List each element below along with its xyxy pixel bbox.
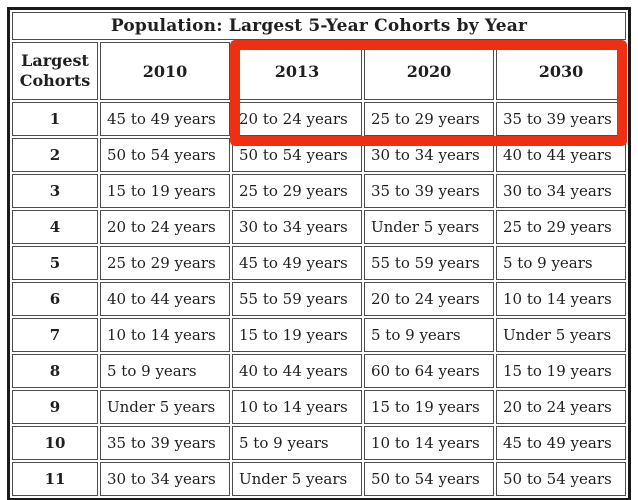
rank-cell: 4 — [12, 210, 98, 244]
table-row: 7 10 to 14 years 15 to 19 years 5 to 9 year… — [12, 318, 626, 352]
cohort-cell: 40 to 44 years — [232, 354, 362, 388]
cohort-cell: Under 5 years — [232, 462, 362, 496]
cohort-cell: 50 to 54 years — [496, 462, 626, 496]
table-wrap: Population: Largest 5-Year Cohorts by Ye… — [7, 7, 631, 500]
cohort-cell: 40 to 44 years — [496, 138, 626, 172]
cohort-cell: 30 to 34 years — [232, 210, 362, 244]
rank-cell: 8 — [12, 354, 98, 388]
table-row: 1 45 to 49 years 20 to 24 years 25 to 29 ye… — [12, 102, 626, 136]
cohort-table: Population: Largest 5-Year Cohorts by Ye… — [7, 7, 631, 500]
cohort-cell: 25 to 29 years — [232, 174, 362, 208]
cohort-cell: 10 to 14 years — [364, 426, 494, 460]
cohort-cell: 5 to 9 years — [232, 426, 362, 460]
cohort-cell: 30 to 34 years — [496, 174, 626, 208]
cohort-cell: 15 to 19 years — [496, 354, 626, 388]
cohort-cell: 50 to 54 years — [100, 138, 230, 172]
cohort-cell: 15 to 19 years — [100, 174, 230, 208]
cohort-cell: 30 to 34 years — [100, 462, 230, 496]
cohort-cell: 20 to 24 years — [232, 102, 362, 136]
rank-cell: 6 — [12, 282, 98, 316]
table-row: 10 35 to 39 years 5 to 9 years 10 to 14 yea… — [12, 426, 626, 460]
cohort-cell: Under 5 years — [364, 210, 494, 244]
cohort-cell: 5 to 9 years — [364, 318, 494, 352]
rank-cell: 5 — [12, 246, 98, 280]
table-head: Population: Largest 5-Year Cohorts by Ye… — [12, 12, 626, 100]
cohort-cell: 55 to 59 years — [232, 282, 362, 316]
cohort-cell: 15 to 19 years — [232, 318, 362, 352]
cohort-cell: 40 to 44 years — [100, 282, 230, 316]
table-row: 2 50 to 54 years 50 to 54 years 30 to 34 ye… — [12, 138, 626, 172]
cohort-cell: 35 to 39 years — [364, 174, 494, 208]
column-header-2030: 2030 — [496, 42, 626, 100]
cohort-cell: 30 to 34 years — [364, 138, 494, 172]
cohort-cell: 50 to 54 years — [364, 462, 494, 496]
column-header-2010: 2010 — [100, 42, 230, 100]
cohort-cell: 45 to 49 years — [232, 246, 362, 280]
cohort-cell: 25 to 29 years — [100, 246, 230, 280]
table-row: 5 25 to 29 years 45 to 49 years 55 to 59 ye… — [12, 246, 626, 280]
rank-cell: 3 — [12, 174, 98, 208]
table-row: 4 20 to 24 years 30 to 34 years Under 5 yea… — [12, 210, 626, 244]
cohort-cell: 20 to 24 years — [496, 390, 626, 424]
header-row: Largest Cohorts 2010 2013 2020 2030 — [12, 42, 626, 100]
cohort-cell: Under 5 years — [496, 318, 626, 352]
table-row: 9 Under 5 years 10 to 14 years 15 to 19 yea… — [12, 390, 626, 424]
cohort-cell: 50 to 54 years — [232, 138, 362, 172]
rank-cell: 1 — [12, 102, 98, 136]
cohort-cell: 55 to 59 years — [364, 246, 494, 280]
cohort-cell: 5 to 9 years — [100, 354, 230, 388]
rank-cell: 2 — [12, 138, 98, 172]
cohort-cell: 15 to 19 years — [364, 390, 494, 424]
cohort-cell: 10 to 14 years — [232, 390, 362, 424]
column-header-largest-cohorts: Largest Cohorts — [12, 42, 98, 100]
cohort-cell: 5 to 9 years — [496, 246, 626, 280]
table-row: 3 15 to 19 years 25 to 29 years 35 to 39 ye… — [12, 174, 626, 208]
rank-cell: 9 — [12, 390, 98, 424]
rank-cell: 11 — [12, 462, 98, 496]
cohort-cell: 20 to 24 years — [364, 282, 494, 316]
table-row: 6 40 to 44 years 55 to 59 years 20 to 24 ye… — [12, 282, 626, 316]
rank-cell: 10 — [12, 426, 98, 460]
cohort-cell: 35 to 39 years — [100, 426, 230, 460]
column-header-2013: 2013 — [232, 42, 362, 100]
cohort-cell: 20 to 24 years — [100, 210, 230, 244]
cohort-cell: 25 to 29 years — [364, 102, 494, 136]
cohort-cell: 10 to 14 years — [496, 282, 626, 316]
cohort-cell: 35 to 39 years — [496, 102, 626, 136]
table-row: 11 30 to 34 years Under 5 years 50 to 54 ye… — [12, 462, 626, 496]
column-header-2020: 2020 — [364, 42, 494, 100]
cohort-cell: 45 to 49 years — [100, 102, 230, 136]
cohort-cell: 10 to 14 years — [100, 318, 230, 352]
table-body: 1 45 to 49 years 20 to 24 years 25 to 29 ye… — [12, 102, 626, 496]
title-row: Population: Largest 5-Year Cohorts by Ye… — [12, 12, 626, 40]
cohort-cell: 45 to 49 years — [496, 426, 626, 460]
table-title: Population: Largest 5-Year Cohorts by Ye… — [12, 12, 626, 40]
rank-cell: 7 — [12, 318, 98, 352]
cohort-cell: 60 to 64 years — [364, 354, 494, 388]
cohort-cell: 25 to 29 years — [496, 210, 626, 244]
cohort-cell: Under 5 years — [100, 390, 230, 424]
